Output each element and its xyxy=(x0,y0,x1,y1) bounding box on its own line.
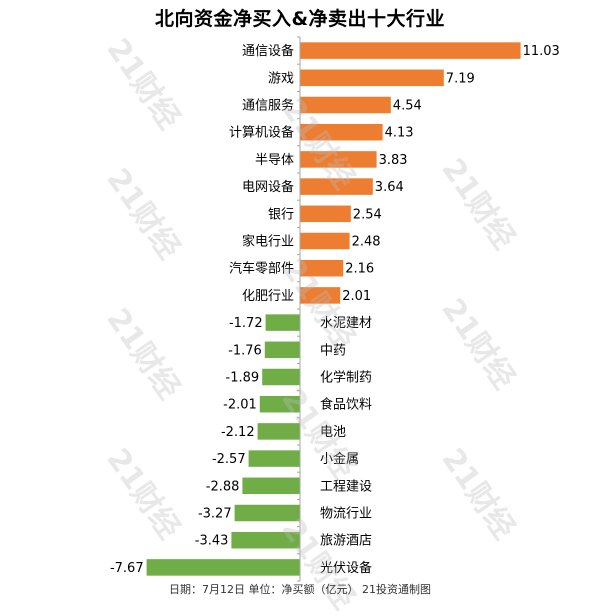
value-label: -1.76 xyxy=(228,343,262,358)
labels-layer: 通信设备 11.03 游戏 7.19 通信服务 4.54 计算机设备 4.13 半导体 3.83 电… xyxy=(110,43,560,576)
value-label: 2.48 xyxy=(352,235,381,250)
category-label: 水泥建材 xyxy=(320,316,372,331)
chart-footer: 日期：7月12日 单位：净买额（亿元） 21投资通制图 xyxy=(169,583,431,596)
category-label: 光伏设备 xyxy=(320,560,372,576)
category-label: 小金属 xyxy=(320,451,359,467)
bar-4 xyxy=(300,123,383,141)
bar-1 xyxy=(300,42,521,59)
value-label: -2.88 xyxy=(206,479,240,494)
bar-14 xyxy=(259,395,300,413)
bar-8 xyxy=(300,232,350,250)
bar-6 xyxy=(300,178,373,195)
category-label: 通信服务 xyxy=(242,98,294,114)
value-label: 3.83 xyxy=(379,153,408,168)
value-label: -7.67 xyxy=(110,561,144,576)
value-label: -1.89 xyxy=(226,371,260,386)
value-label: 4.13 xyxy=(385,126,414,141)
value-label: 2.01 xyxy=(342,289,371,304)
bar-20 xyxy=(146,559,300,576)
category-label: 中药 xyxy=(320,343,346,358)
category-label: 旅游酒店 xyxy=(320,534,372,549)
value-label: -2.12 xyxy=(221,425,255,440)
bar-chart: 通信设备 11.03 游戏 7.19 通信服务 4.54 计算机设备 4.13 半导体 3.83 电… xyxy=(110,36,560,582)
bar-15 xyxy=(257,423,300,440)
value-label: 7.19 xyxy=(446,71,475,86)
value-label: 2.54 xyxy=(353,207,382,222)
value-label: -3.43 xyxy=(195,534,229,549)
chart-title: 北向资金净买入&净卖出十大行业 xyxy=(154,8,446,30)
category-label: 电池 xyxy=(320,425,346,440)
bar-3 xyxy=(300,96,391,114)
value-label: 2.16 xyxy=(345,262,374,277)
category-label: 食品饮料 xyxy=(320,397,372,413)
axis-layer xyxy=(297,36,301,582)
category-label: 化学制药 xyxy=(320,370,372,386)
value-label: -2.57 xyxy=(212,452,246,467)
category-label: 通信设备 xyxy=(242,43,294,59)
category-label: 家电行业 xyxy=(242,234,294,250)
value-label: 4.54 xyxy=(393,99,422,114)
value-label: -2.01 xyxy=(223,398,257,413)
bar-5 xyxy=(300,151,377,168)
category-label: 汽车零部件 xyxy=(229,261,294,277)
category-label: 银行 xyxy=(268,207,294,222)
value-label: -1.72 xyxy=(229,316,263,331)
category-label: 计算机设备 xyxy=(229,125,294,141)
category-label: 工程建设 xyxy=(320,479,372,494)
bar-13 xyxy=(262,368,300,386)
bar-7 xyxy=(300,205,351,223)
category-label: 物流行业 xyxy=(320,507,372,522)
bar-16 xyxy=(248,450,300,467)
bar-2 xyxy=(300,69,444,87)
category-label: 电网设备 xyxy=(242,179,294,195)
bar-17 xyxy=(242,477,300,495)
bar-18 xyxy=(234,504,300,522)
bars-layer xyxy=(146,42,521,576)
bar-10 xyxy=(300,287,341,304)
category-label: 游戏 xyxy=(268,71,294,86)
bar-19 xyxy=(231,531,300,549)
value-label: -3.27 xyxy=(198,507,232,522)
category-label: 半导体 xyxy=(255,153,294,168)
category-label: 化肥行业 xyxy=(242,289,294,304)
bar-9 xyxy=(300,259,344,277)
bar-12 xyxy=(264,341,300,359)
value-label: 11.03 xyxy=(523,44,560,59)
bar-11 xyxy=(265,314,300,331)
value-label: 3.64 xyxy=(375,180,404,195)
